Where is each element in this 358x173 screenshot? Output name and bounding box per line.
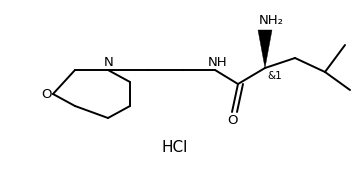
Text: HCl: HCl	[162, 140, 188, 156]
Text: N: N	[104, 56, 114, 69]
Text: NH: NH	[208, 57, 228, 70]
Text: NH₂: NH₂	[258, 13, 284, 26]
Text: &1: &1	[268, 71, 282, 81]
Text: O: O	[42, 88, 52, 101]
Polygon shape	[258, 30, 272, 68]
Text: O: O	[227, 113, 237, 126]
